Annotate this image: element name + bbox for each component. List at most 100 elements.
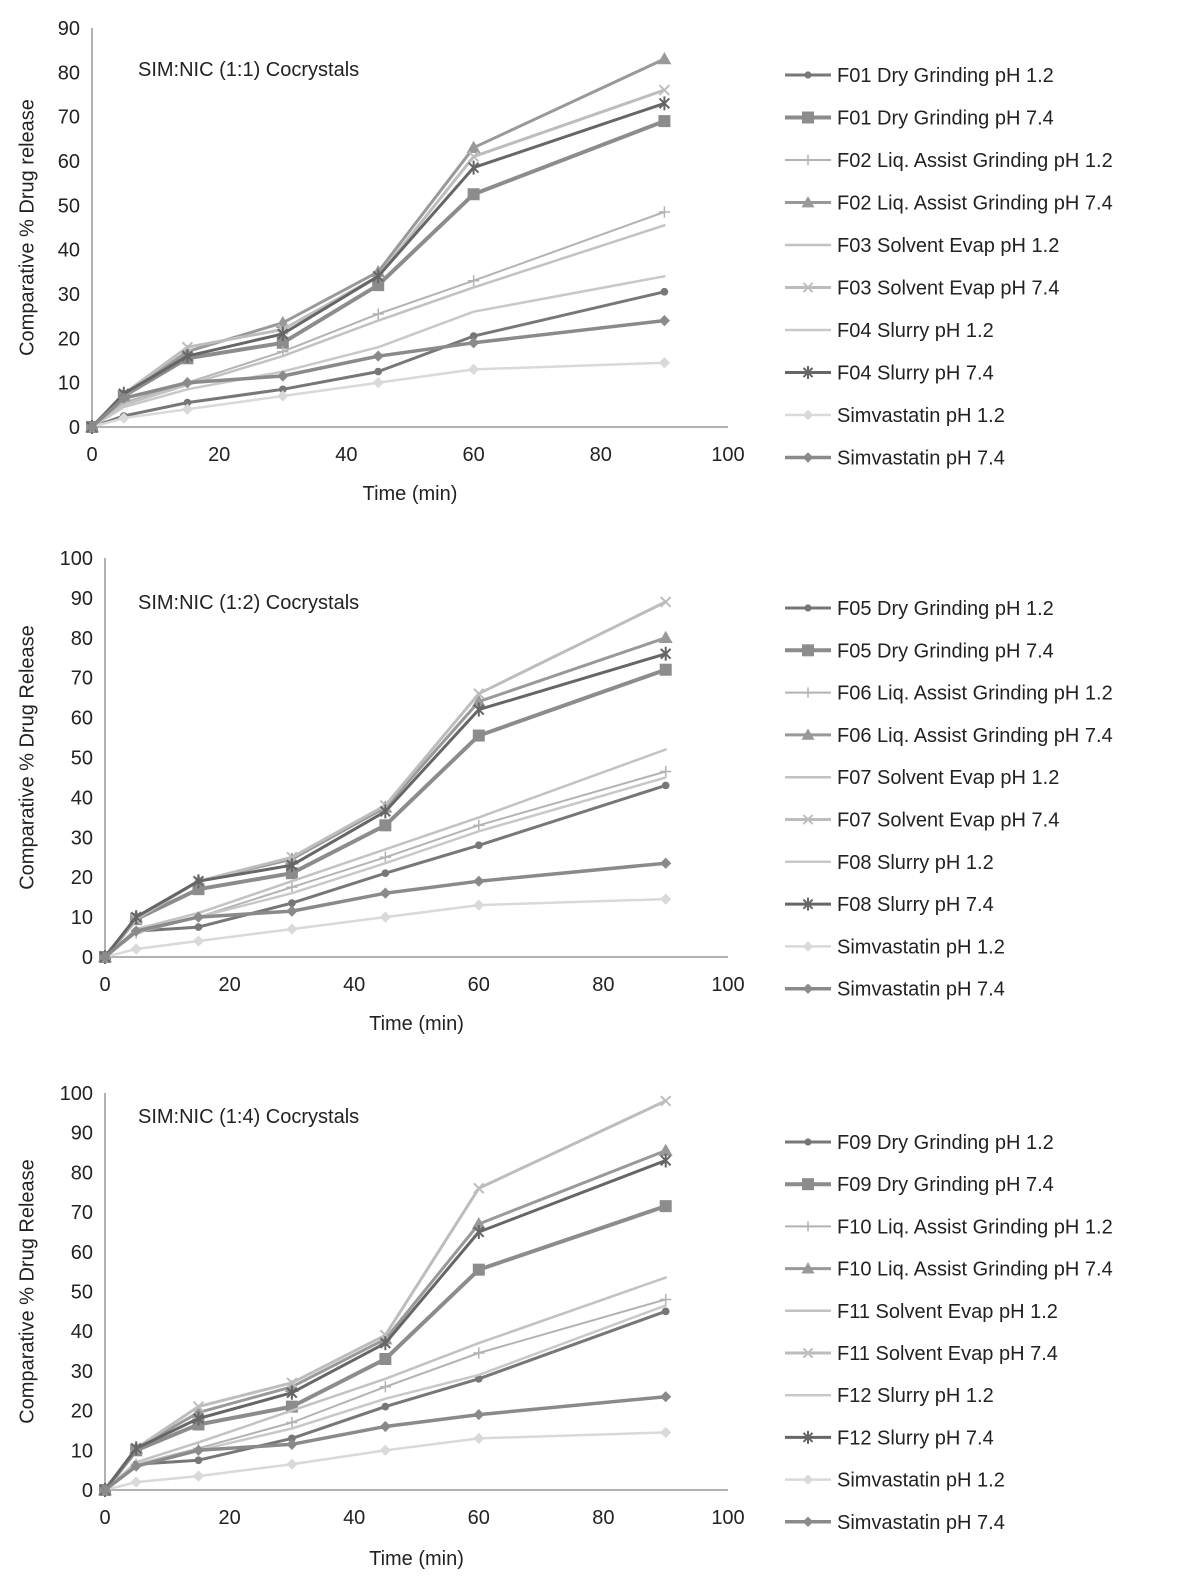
- data-point: [286, 1377, 298, 1389]
- legend-marker: [802, 687, 814, 698]
- data-point: [660, 765, 672, 778]
- data-point: [379, 851, 391, 863]
- data-point: [372, 279, 385, 292]
- legend-item: F09 Dry Grinding pH 7.4: [785, 1174, 1054, 1196]
- legend-item: F10 Liq. Assist Grinding pH 7.4: [785, 1259, 1113, 1281]
- legend-label: F12 Slurry pH 1.2: [837, 1385, 994, 1407]
- data-point: [660, 1153, 672, 1168]
- data-point: [286, 851, 298, 863]
- series-line: [103, 636, 668, 959]
- data-point: [472, 1263, 485, 1276]
- y-tick-label: 40: [71, 1321, 93, 1343]
- data-point: [183, 398, 192, 407]
- y-tick-label: 20: [71, 1401, 93, 1423]
- series-line: [90, 88, 666, 429]
- series-3: [99, 1293, 672, 1496]
- x-tick-label: 100: [711, 444, 744, 466]
- legend-label: Simvastatin pH 7.4: [837, 1512, 1005, 1534]
- data-point: [473, 702, 485, 717]
- data-point: [660, 1293, 672, 1306]
- legend-label: F06 Liq. Assist Grinding pH 7.4: [837, 725, 1113, 747]
- data-point: [473, 1347, 485, 1359]
- data-point: [130, 1476, 142, 1488]
- y-tick-label: 10: [71, 1440, 93, 1462]
- data-point: [192, 1401, 205, 1413]
- legend-item: F11 Solvent Evap pH 7.4: [785, 1343, 1058, 1365]
- legend-item: F07 Solvent Evap pH 7.4: [785, 810, 1059, 832]
- data-point: [658, 84, 671, 96]
- legend-item: F12 Slurry pH 1.2: [785, 1385, 994, 1407]
- legend-label: F08 Slurry pH 7.4: [837, 894, 994, 916]
- data-point: [286, 1416, 298, 1429]
- data-point: [381, 869, 390, 878]
- data-point: [473, 1432, 485, 1444]
- x-tick-label: 80: [592, 974, 614, 996]
- series-4: [98, 1143, 673, 1496]
- legend-label: F11 Solvent Evap pH 1.2: [837, 1301, 1058, 1323]
- legend-label: F03 Solvent Evap pH 1.2: [837, 235, 1059, 257]
- y-tick-label: 20: [71, 867, 93, 889]
- legend-item: F08 Slurry pH 1.2: [785, 852, 994, 874]
- series-9: [99, 1426, 672, 1496]
- data-point: [657, 52, 672, 65]
- data-point: [468, 363, 480, 375]
- data-point: [379, 887, 391, 899]
- legend-marker: [802, 941, 814, 952]
- y-tick-label: 30: [71, 1361, 93, 1383]
- legend-label: F04 Slurry pH 7.4: [837, 363, 994, 385]
- data-point: [661, 781, 670, 790]
- legend-item: Simvastatin pH 1.2: [785, 936, 1005, 958]
- legend-label: Simvastatin pH 7.4: [837, 448, 1005, 470]
- data-point: [276, 336, 289, 349]
- data-point: [468, 275, 480, 287]
- data-point: [118, 412, 130, 424]
- x-axis-title: Time (min): [369, 1548, 464, 1570]
- x-tick-label: 60: [468, 974, 490, 996]
- data-point: [660, 857, 672, 869]
- data-point: [181, 403, 193, 415]
- data-point: [660, 1095, 672, 1107]
- y-tick-label: 30: [58, 284, 80, 306]
- data-point: [288, 1434, 296, 1443]
- data-point: [466, 140, 481, 153]
- legend-marker: [801, 1262, 815, 1274]
- y-tick-label: 90: [71, 588, 93, 610]
- data-point: [372, 308, 384, 320]
- data-point: [473, 875, 485, 887]
- legend-item: F05 Dry Grinding pH 7.4: [785, 640, 1054, 662]
- y-tick-label: 50: [71, 1282, 93, 1304]
- y-tick-label: 100: [60, 1083, 93, 1105]
- legend-label: F02 Liq. Assist Grinding pH 1.2: [837, 150, 1113, 172]
- data-point: [473, 899, 485, 911]
- data-point: [86, 421, 98, 433]
- legend-marker: [802, 111, 814, 124]
- chart-title: SIM:NIC (1:1) Cocrystals: [138, 59, 359, 81]
- data-point: [379, 911, 391, 923]
- series-9: [99, 893, 672, 963]
- data-point: [288, 899, 296, 907]
- x-tick-label: 20: [218, 974, 240, 996]
- data-point: [474, 1374, 483, 1383]
- data-point: [286, 923, 298, 935]
- data-point: [130, 910, 142, 925]
- data-point: [194, 1456, 203, 1465]
- data-point: [372, 269, 384, 284]
- y-tick-label: 0: [82, 1480, 93, 1502]
- data-point: [374, 367, 383, 376]
- data-point: [467, 150, 480, 163]
- legend-marker: [802, 1474, 814, 1485]
- legend-item: Simvastatin pH 7.4: [785, 1512, 1005, 1534]
- series-line: [103, 1159, 668, 1492]
- y-tick-label: 80: [58, 62, 80, 84]
- legend-label: F05 Dry Grinding pH 1.2: [837, 598, 1054, 620]
- legend-item: Simvastatin pH 7.4: [785, 448, 1005, 470]
- legend-label: Simvastatin pH 7.4: [837, 979, 1005, 1001]
- data-point: [285, 867, 298, 880]
- data-point: [192, 911, 205, 923]
- data-point: [192, 1470, 205, 1482]
- legend-label: F01 Dry Grinding pH 7.4: [837, 108, 1054, 130]
- data-point: [379, 1420, 391, 1433]
- legend-item: F03 Solvent Evap pH 7.4: [785, 278, 1059, 300]
- data-point: [379, 1444, 391, 1456]
- legend-label: F09 Dry Grinding pH 7.4: [837, 1174, 1054, 1196]
